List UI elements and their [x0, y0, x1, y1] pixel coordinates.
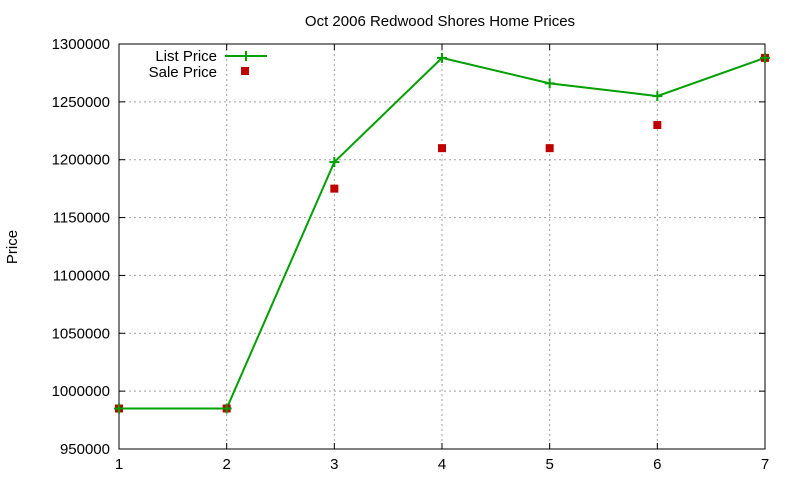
x-tick-label: 7 — [761, 456, 769, 473]
x-tick-label: 4 — [438, 456, 446, 473]
legend-label-sale-price: Sale Price — [149, 64, 217, 81]
data-point-list-price — [760, 52, 770, 63]
y-tick-label: 1050000 — [52, 325, 110, 342]
data-point-sale-price — [545, 144, 554, 153]
data-point-list-price — [544, 78, 555, 89]
legend: List Price Sale Price — [149, 48, 267, 81]
legend-label-list-price: List Price — [155, 48, 217, 65]
axis-ticks: 950000 1000000 1050000 1100000 1150000 120000… — [52, 36, 770, 473]
data-point-list-price — [221, 403, 232, 414]
data-point-sale-price — [438, 144, 446, 153]
y-tick-label: 1100000 — [53, 267, 110, 284]
data-point-sale-price — [653, 121, 662, 129]
y-tick-label: 1200000 — [52, 152, 110, 169]
data-point-list-price — [437, 52, 447, 63]
data-point-list-price — [114, 403, 124, 414]
x-tick-label: 2 — [222, 456, 230, 473]
series-layer — [114, 52, 770, 414]
legend-marker-list-price — [241, 51, 251, 61]
grid-lines — [119, 44, 765, 449]
x-tick-label: 3 — [330, 456, 338, 473]
legend-marker-sale-price — [241, 67, 249, 75]
y-axis-label: Price — [4, 230, 21, 264]
data-point-list-price — [652, 91, 663, 102]
data-point-sale-price — [330, 184, 339, 193]
y-tick-label: 1150000 — [53, 210, 110, 227]
x-tick-label: 5 — [545, 456, 553, 473]
data-point-list-price — [329, 157, 340, 168]
x-tick-label: 6 — [653, 456, 661, 473]
chart-title: Oct 2006 Redwood Shores Home Prices — [305, 13, 575, 30]
y-tick-label: 1300000 — [52, 36, 110, 53]
plot-frame — [118, 43, 766, 450]
y-tick-label: 1250000 — [52, 94, 110, 111]
y-tick-label: 950000 — [60, 441, 110, 458]
x-tick-label: 1 — [115, 456, 123, 473]
y-tick-label: 1000000 — [52, 383, 110, 400]
